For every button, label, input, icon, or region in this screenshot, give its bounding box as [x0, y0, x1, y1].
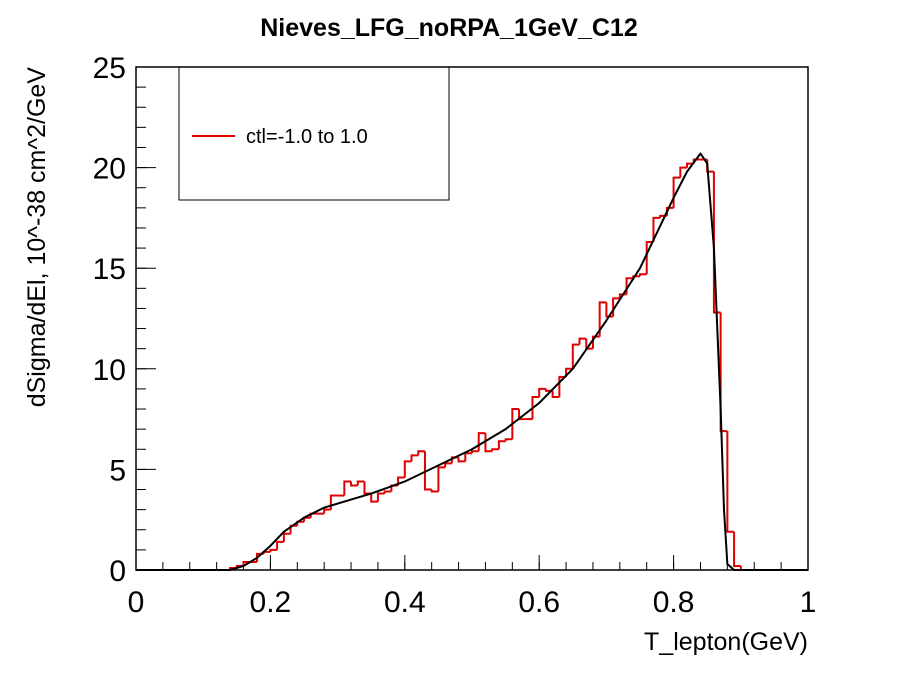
- histogram-bin: [497, 440, 506, 450]
- histogram-bin: [679, 166, 688, 178]
- histogram-bin: [491, 448, 499, 452]
- histogram-bin: [350, 481, 358, 487]
- histogram-bin: [403, 460, 412, 478]
- histogram-bin: [639, 273, 647, 277]
- histogram-bin: [343, 480, 352, 496]
- x-tick-label: 0.6: [518, 586, 560, 619]
- y-axis-label: dSigma/dEl, 10^-38 cm^2/GeV: [23, 67, 51, 408]
- histogram-bin: [444, 462, 452, 468]
- y-tick-label: 5: [109, 454, 126, 487]
- x-tick-label: 0.4: [384, 586, 426, 619]
- histogram-bin: [686, 162, 694, 168]
- histogram-bin: [242, 560, 251, 566]
- histogram-bin: [376, 492, 385, 502]
- histogram-bin: [397, 476, 405, 486]
- y-tick-label: 15: [93, 253, 126, 286]
- histogram-bin: [605, 302, 614, 318]
- histogram-bin: [471, 450, 479, 454]
- histogram-bin: [323, 508, 331, 514]
- histogram-bin: [423, 451, 432, 491]
- histogram-bin: [383, 490, 392, 494]
- histogram-bin: [410, 454, 419, 462]
- histogram-bin: [430, 489, 439, 493]
- plot-frame: [135, 66, 809, 571]
- histogram-bin: [437, 466, 446, 492]
- histogram-bin: [571, 343, 580, 369]
- histogram-bin: [591, 335, 600, 349]
- x-tick-label: 0.8: [653, 586, 695, 619]
- x-axis-label: T_lepton(GeV): [644, 628, 808, 656]
- histogram-bin: [370, 493, 378, 503]
- histogram-bin: [578, 337, 587, 345]
- histogram-bin: [598, 301, 607, 337]
- x-tick-label: 0.2: [250, 586, 292, 619]
- histogram-bin: [511, 408, 520, 440]
- histogram-bin: [457, 457, 466, 463]
- y-tick-label: 25: [93, 52, 126, 85]
- histogram-bin: [565, 367, 573, 377]
- histogram-bin: [645, 241, 654, 275]
- legend-label: ctl=-1.0 to 1.0: [246, 126, 368, 148]
- histogram-bin: [538, 387, 546, 397]
- histogram-bin: [356, 480, 365, 486]
- histogram-bin: [484, 433, 493, 453]
- y-tick-label: 20: [93, 153, 126, 186]
- curve: [136, 152, 808, 571]
- histogram-bin: [282, 532, 291, 542]
- histogram-bin: [733, 531, 741, 567]
- histogram-bin: [417, 450, 425, 456]
- histogram-bin: [289, 524, 298, 534]
- histogram-bin: [652, 216, 661, 243]
- chart-title: Nieves_LFG_noRPA_1GeV_C12: [260, 14, 637, 42]
- histogram-bin: [504, 438, 513, 442]
- histogram-bin: [531, 395, 540, 420]
- y-tick-label: 0: [109, 555, 126, 588]
- legend-box: [178, 66, 450, 201]
- histogram-bin: [712, 171, 721, 314]
- histogram-bin: [276, 540, 284, 550]
- histogram-bin: [269, 548, 278, 552]
- histogram-bin: [551, 390, 560, 398]
- x-tick-label: 1: [800, 586, 817, 619]
- y-tick-label: 10: [93, 354, 126, 387]
- x-tick-label: 0: [128, 586, 145, 619]
- histogram-bin: [726, 431, 735, 533]
